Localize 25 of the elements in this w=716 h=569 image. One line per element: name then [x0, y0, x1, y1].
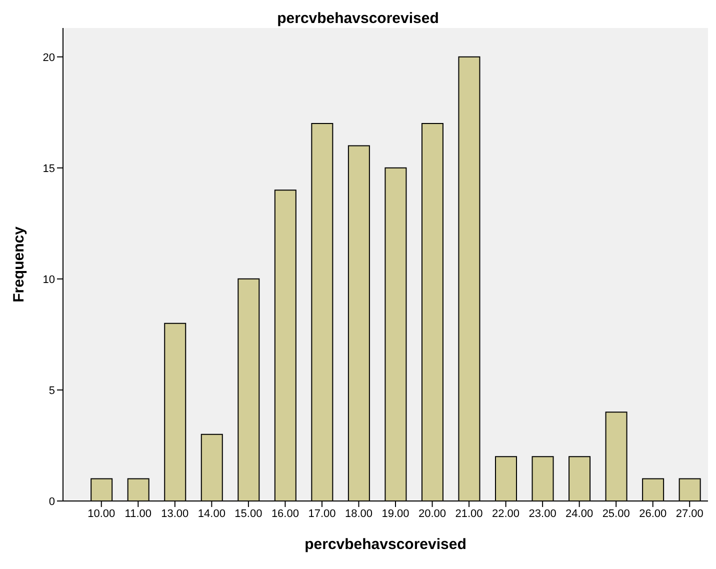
x-tick-label: 19.00 — [382, 508, 410, 520]
x-tick-label: 22.00 — [492, 508, 520, 520]
y-tick-label: 5 — [48, 384, 55, 397]
x-tick-label: 16.00 — [271, 508, 299, 520]
x-tick-label: 27.00 — [676, 508, 704, 520]
x-tick-label: 17.00 — [308, 508, 336, 520]
y-tick-label: 15 — [42, 162, 55, 175]
x-tick-label: 25.00 — [602, 508, 630, 520]
x-tick-label: 26.00 — [639, 508, 667, 520]
x-axis-title: percvbehavscorevised — [304, 536, 466, 553]
y-axis-title: Frequency — [10, 226, 28, 302]
y-tick-label: 20 — [42, 52, 55, 64]
x-tick-label: 24.00 — [566, 508, 594, 520]
x-tick-label: 21.00 — [455, 508, 483, 520]
y-tick-label: 0 — [48, 496, 55, 508]
x-tick-label: 18.00 — [344, 508, 372, 520]
x-tick-label: 14.00 — [198, 508, 226, 520]
x-tick-label: 13.00 — [161, 508, 189, 520]
y-tick-label: 10 — [42, 274, 55, 286]
x-tick-label: 15.00 — [234, 508, 262, 520]
chart-title: percvbehavscorevised — [276, 10, 440, 27]
x-tick-label: 10.00 — [88, 508, 116, 520]
x-tick-label: 23.00 — [528, 508, 556, 520]
x-tick-label: 20.00 — [418, 508, 446, 520]
x-tick-label: 11.00 — [124, 508, 152, 520]
